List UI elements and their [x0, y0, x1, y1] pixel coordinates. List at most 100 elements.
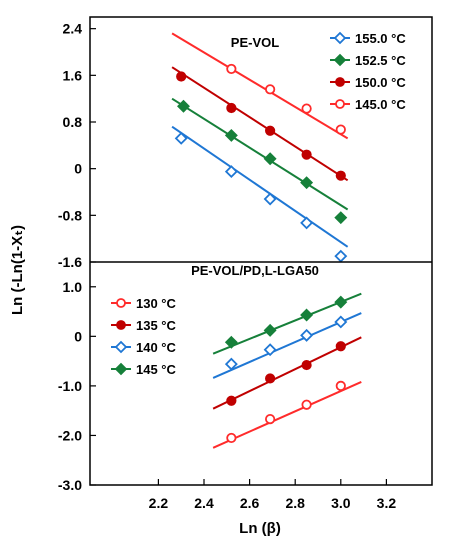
- x-tick-label: 2.4: [194, 495, 214, 511]
- legend-item-145-0-c: 145.0 °C: [330, 97, 406, 112]
- data-point: [263, 343, 277, 357]
- data-point: [301, 399, 312, 410]
- legend-label: 130 °C: [136, 296, 177, 311]
- legend-label: 155.0 °C: [355, 31, 406, 46]
- legend-marker: [114, 362, 128, 376]
- data-point: [301, 149, 312, 160]
- panel-title: PE-VOL: [231, 35, 279, 50]
- legend-item-145-c: 145 °C: [111, 362, 177, 377]
- data-point: [224, 128, 238, 142]
- y-tick-label: -0.8: [58, 207, 82, 223]
- data-point: [334, 315, 348, 329]
- data-point: [300, 328, 314, 342]
- y-tick-label: 1.0: [63, 279, 83, 295]
- fit-line: [212, 336, 362, 410]
- series-140-c: [212, 312, 362, 379]
- series-145-0-c: [171, 32, 349, 140]
- data-point: [335, 170, 346, 181]
- legend-label: 145.0 °C: [355, 97, 406, 112]
- y-tick-label: -1.6: [58, 254, 82, 270]
- plot-frame: [89, 16, 433, 486]
- x-tick-label: 3.0: [331, 495, 351, 511]
- fit-line: [171, 66, 349, 182]
- legend-marker: [335, 77, 345, 87]
- legend-item-130-c: 130 °C: [111, 296, 177, 311]
- data-point: [300, 176, 314, 190]
- fit-line: [212, 381, 362, 449]
- legend-marker: [116, 320, 126, 330]
- data-point: [265, 125, 276, 136]
- legend-label: 150.0 °C: [355, 75, 406, 90]
- data-point: [224, 165, 238, 179]
- y-tick-label: -1.0: [58, 378, 82, 394]
- data-point: [226, 63, 237, 75]
- fit-line: [171, 97, 349, 211]
- data-point: [334, 295, 348, 309]
- data-point: [335, 380, 346, 391]
- data-point: [224, 335, 238, 349]
- series-130-c: [212, 380, 362, 449]
- y-tick-label: -3.0: [58, 477, 82, 493]
- data-point: [335, 124, 346, 135]
- legend-label: 140 °C: [136, 340, 177, 355]
- data-point: [174, 131, 188, 145]
- data-point: [263, 192, 277, 206]
- y-tick-label: 0: [74, 161, 82, 177]
- legend-item-150-0-c: 150.0 °C: [330, 75, 406, 90]
- panel-title: PE-VOL/PD,L-LGA50: [191, 263, 319, 278]
- data-point: [265, 373, 276, 384]
- legend-marker: [114, 340, 128, 354]
- y-tick-label: 2.4: [63, 21, 83, 37]
- series-152-5-c: [171, 97, 349, 225]
- legend-item-155-0-c: 155.0 °C: [330, 31, 406, 46]
- legend-item-152-5-c: 152.5 °C: [330, 53, 406, 68]
- panel-bottom: 1.0 0 -1.0 -2.0 -3.0 2.2 2.4 2.6 2.8 3.0 3.2 PE-VOL…: [58, 261, 432, 511]
- y-tick-label: 1.6: [63, 67, 83, 83]
- fit-line: [171, 32, 349, 140]
- legend-label: 135 °C: [136, 318, 177, 333]
- x-tick-label: 3.2: [377, 495, 397, 511]
- legend-label: 152.5 °C: [355, 53, 406, 68]
- y-tick-label: -2.0: [58, 427, 82, 443]
- data-point: [226, 395, 237, 406]
- x-tick-label: 2.8: [285, 495, 305, 511]
- data-point: [176, 71, 187, 82]
- x-axis-title: Ln (β): [239, 520, 281, 537]
- series-145-c: [212, 292, 362, 355]
- y-axis-title: Ln (-Ln(1-Xₜ): [9, 225, 26, 315]
- legend: 155.0 °C 152.5 °C 150.0 °C 145.0 °C: [330, 31, 406, 112]
- data-point: [263, 323, 277, 337]
- data-point: [334, 249, 348, 263]
- data-point: [265, 413, 276, 425]
- legend-label: 145 °C: [136, 362, 177, 377]
- data-point: [334, 211, 348, 225]
- legend-marker: [335, 99, 345, 109]
- data-point: [226, 432, 237, 444]
- data-point: [226, 102, 237, 114]
- data-point: [177, 99, 190, 113]
- data-point: [263, 152, 277, 166]
- y-tick-label: 0.8: [63, 114, 83, 130]
- legend: 130 °C 135 °C 140 °C 145 °C: [111, 296, 177, 377]
- legend-item-140-c: 140 °C: [111, 340, 177, 355]
- series-135-c: [212, 336, 362, 410]
- x-tick-label: 2.6: [240, 495, 260, 511]
- data-point: [265, 84, 276, 95]
- series-150-0-c: [171, 66, 349, 182]
- data-point: [335, 341, 346, 352]
- panel-top: 2.4 1.6 0.8 0 -0.8 -1.6 PE-VOL 155.0 °C 152.5 °C…: [58, 21, 406, 270]
- data-point: [301, 359, 312, 371]
- legend-marker: [116, 298, 126, 308]
- legend-marker: [333, 31, 347, 45]
- data-point: [300, 308, 314, 322]
- y-tick-label: 0: [74, 328, 82, 344]
- legend-marker: [333, 53, 347, 67]
- data-point: [300, 216, 314, 230]
- fit-line: [171, 125, 349, 248]
- data-point: [301, 103, 312, 114]
- legend-item-135-c: 135 °C: [111, 318, 177, 333]
- x-tick-label: 2.2: [149, 495, 169, 511]
- series-155-0-c: [171, 125, 349, 263]
- data-point: [224, 357, 238, 371]
